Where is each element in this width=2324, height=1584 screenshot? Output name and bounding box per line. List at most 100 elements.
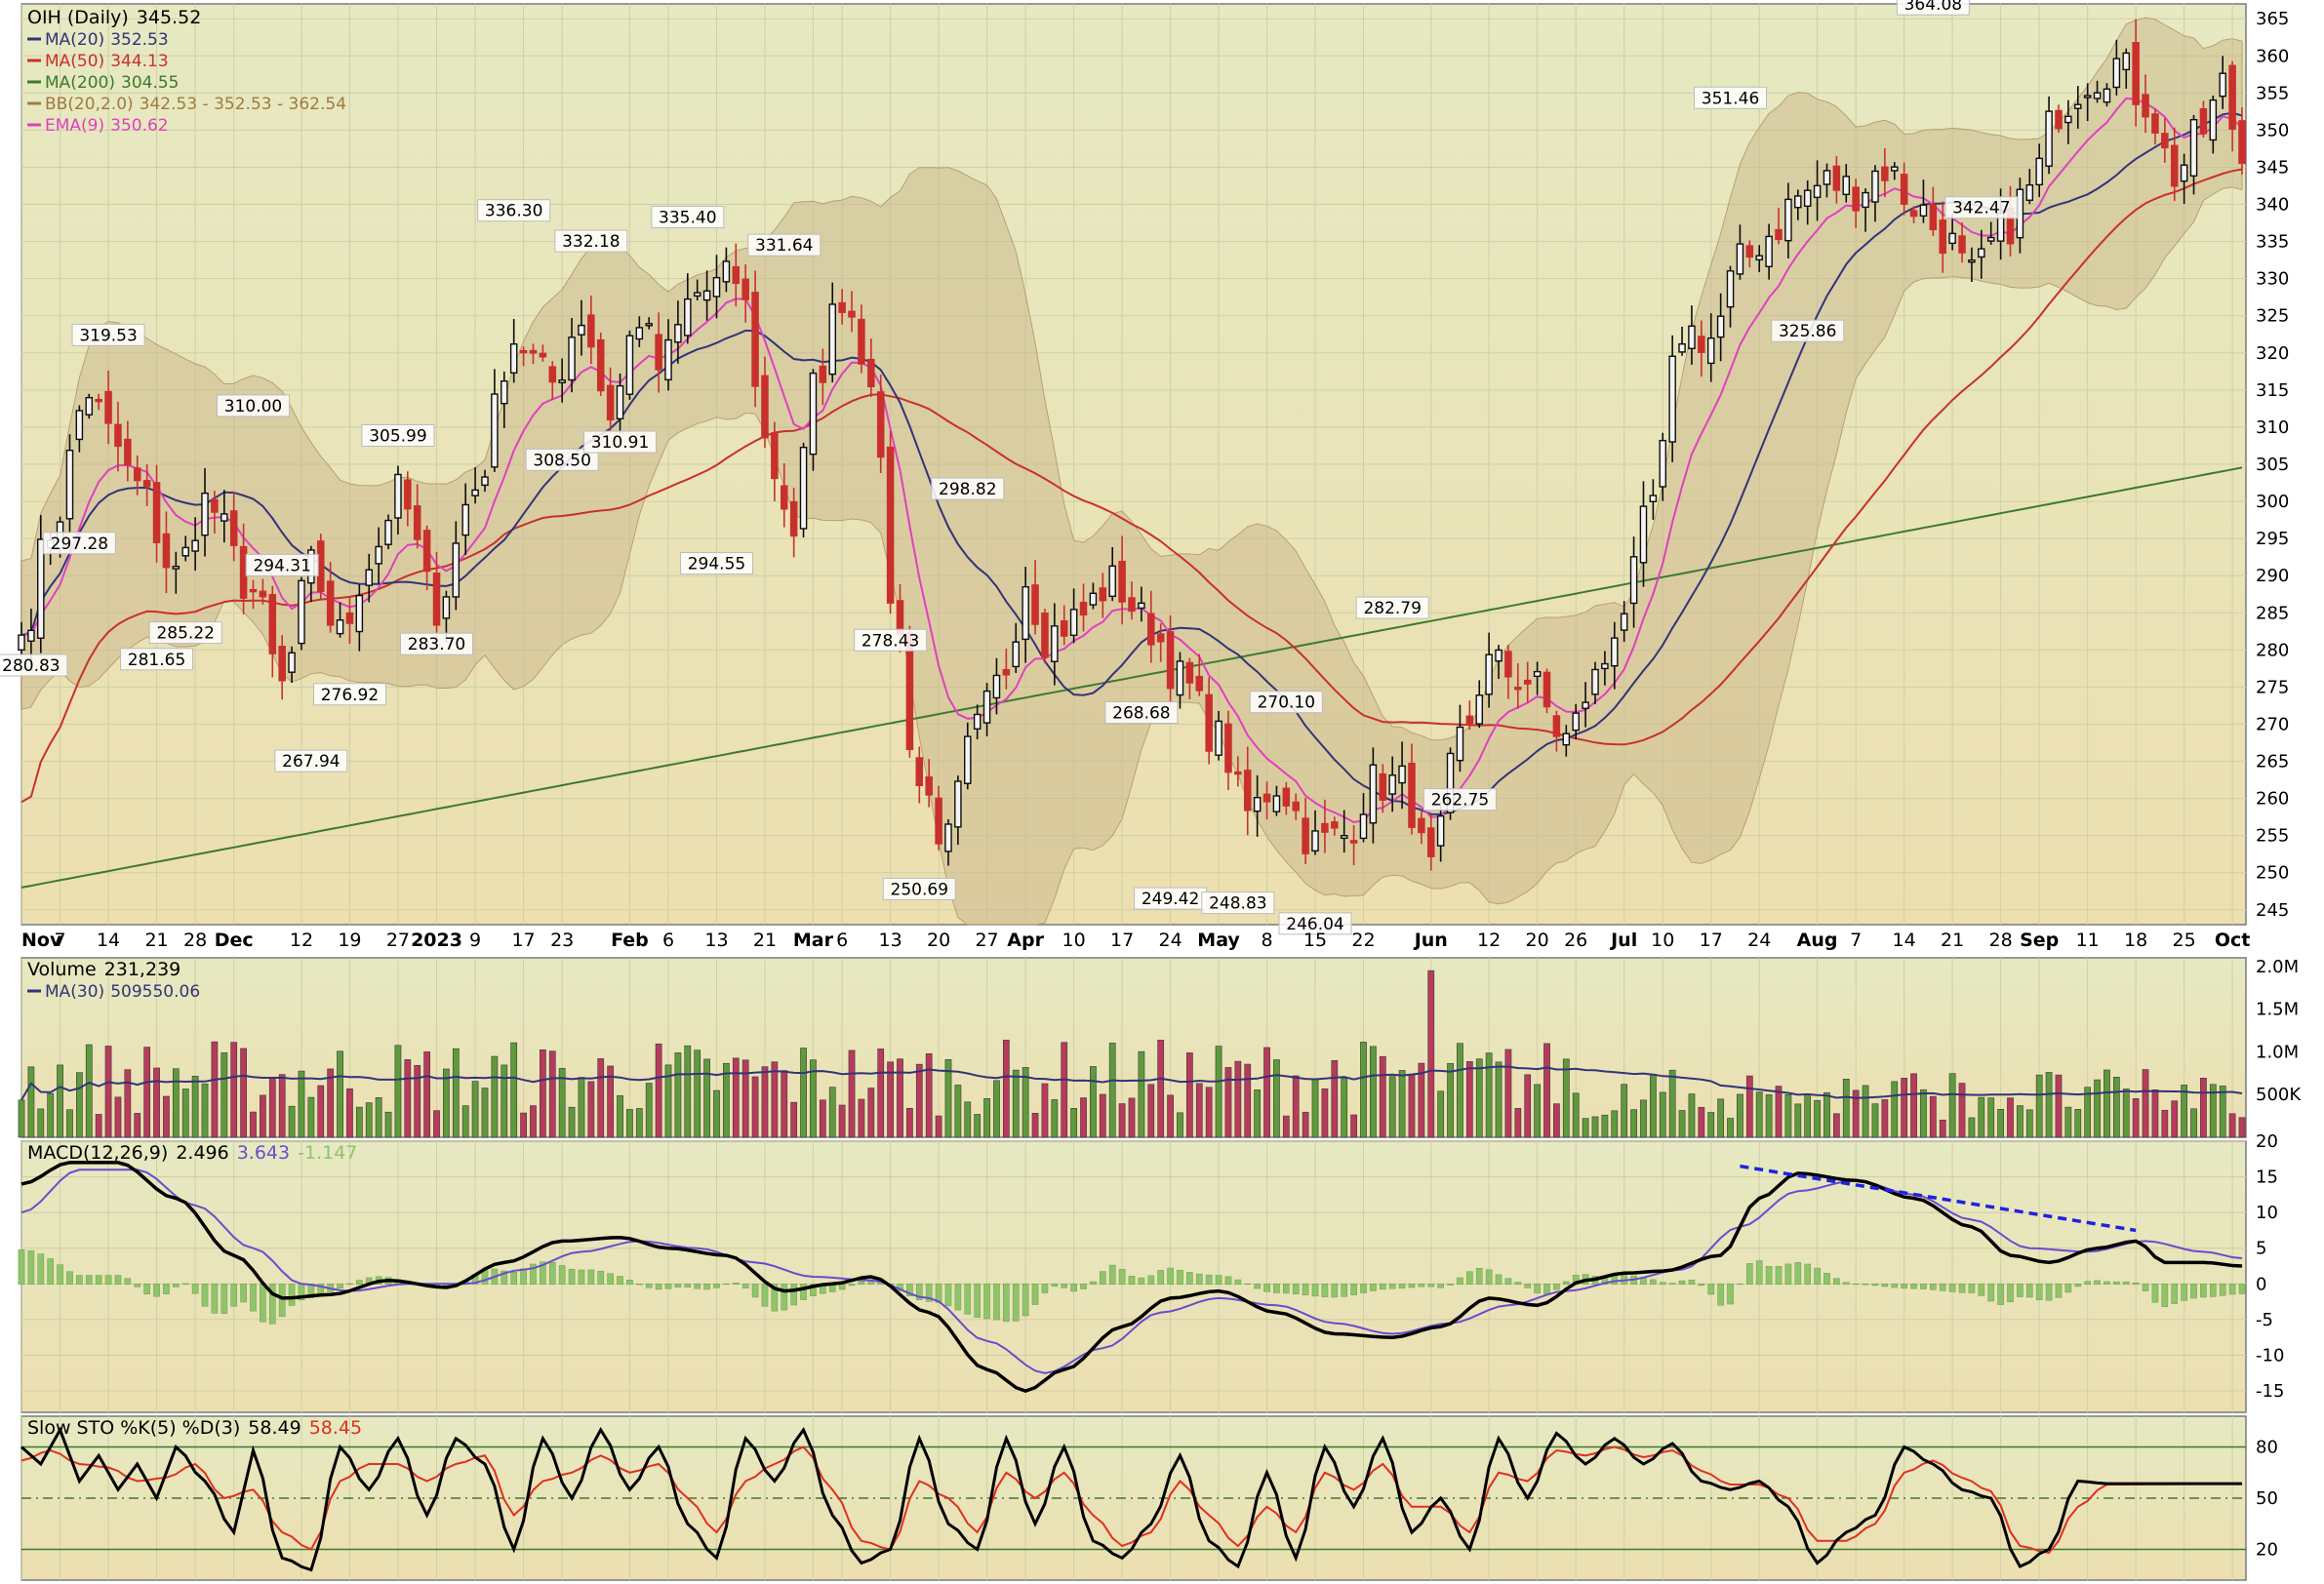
volume-bar <box>2238 1117 2246 1138</box>
candle <box>201 468 209 557</box>
volume-tick-label: 1.0M <box>2256 1042 2299 1062</box>
date-tick-label: 28 <box>183 930 207 951</box>
candle <box>1552 710 1561 752</box>
callout-box <box>42 532 116 555</box>
macd-hist-bar <box>18 1248 25 1286</box>
candle <box>1495 645 1503 680</box>
candle <box>365 553 374 603</box>
macd-hist-bar <box>268 1284 276 1325</box>
price-callout: 305.99 <box>361 423 435 447</box>
candle-body <box>1591 668 1599 695</box>
volume-bar <box>530 1105 537 1138</box>
candle-body <box>1022 585 1029 641</box>
macd-hist-bar <box>1727 1284 1734 1305</box>
candle <box>693 279 701 300</box>
callout-value: 310.00 <box>224 397 282 416</box>
candle-body <box>674 324 682 343</box>
candle-body <box>1620 613 1628 631</box>
price-tick-label: 285 <box>2256 603 2289 623</box>
volume-bar <box>501 1064 508 1138</box>
candle <box>664 319 672 391</box>
candle-body <box>1465 715 1474 725</box>
legend-value: 342.53 - 352.53 - 362.54 <box>140 95 346 114</box>
price-callout: 268.68 <box>1104 701 1179 725</box>
candle-body <box>982 690 991 724</box>
macd-hist-bar <box>790 1284 797 1306</box>
macd-hist-bar <box>501 1270 508 1286</box>
candle <box>1379 764 1387 813</box>
volume-bar <box>828 1087 836 1138</box>
macd-tick-label: 15 <box>2256 1168 2278 1188</box>
price-axis: 245 250 255 260 265 270 275 280 285 290 295 300 305 3… <box>2256 9 2289 921</box>
macd-hist-bar <box>1755 1260 1763 1286</box>
candle-body <box>519 349 528 354</box>
candle-body <box>799 447 808 530</box>
macd-hist-bar <box>723 1284 730 1286</box>
candle <box>935 785 942 851</box>
candle <box>1108 546 1116 602</box>
date-tick-label: May <box>1197 930 1240 951</box>
date-tick-label: 20 <box>1526 930 1549 951</box>
candle-body <box>771 432 779 480</box>
price-tick-label: 330 <box>2256 269 2289 290</box>
volume-bar <box>645 1083 653 1138</box>
candle-body <box>259 590 267 598</box>
macd-hist-bar <box>1408 1284 1416 1288</box>
volume-bar <box>1910 1073 1917 1138</box>
price-callout: 276.92 <box>312 683 386 706</box>
price-tick-label: 345 <box>2256 157 2289 178</box>
volume-bar <box>452 1048 460 1138</box>
macd-hist-bar <box>211 1284 219 1314</box>
candle-body <box>2238 120 2246 165</box>
macd-tick-label: 0 <box>2256 1274 2266 1294</box>
volume-bar <box>1871 1103 1879 1138</box>
legend-value: 352.53 <box>110 30 168 50</box>
candle-body <box>37 538 45 639</box>
date-tick-label: 28 <box>1989 930 2013 951</box>
candle-body <box>2025 184 2034 201</box>
volume-bar <box>578 1077 585 1138</box>
candle <box>1823 163 1831 198</box>
macd-hist-bar <box>2200 1284 2207 1298</box>
volume-bar <box>2055 1074 2063 1138</box>
price-tick-label: 350 <box>2256 120 2289 140</box>
candle-body <box>2199 108 2208 135</box>
macd-hist-bar <box>2074 1284 2082 1287</box>
price-tick-label: 255 <box>2256 826 2289 847</box>
macd-hist-bar <box>1562 1281 1570 1286</box>
candle-body <box>1745 245 1754 258</box>
macd-hist-bar <box>1794 1262 1802 1286</box>
macd-hist-bar <box>114 1275 122 1286</box>
candle-body <box>1900 174 1908 205</box>
candle-body <box>2219 72 2226 98</box>
volume-bar <box>1611 1110 1619 1138</box>
volume-bar <box>897 1058 903 1138</box>
macd-hist-bar <box>1418 1284 1425 1287</box>
callout-value: 305.99 <box>369 426 426 446</box>
candle <box>982 683 991 736</box>
candle <box>2209 95 2218 154</box>
candle <box>509 319 518 383</box>
volume-bar <box>2132 1097 2140 1138</box>
candle <box>249 579 258 610</box>
volume-bar <box>732 1057 740 1138</box>
macd-hist-bar <box>1852 1284 1860 1286</box>
price-callout: 298.82 <box>931 477 1005 500</box>
candle <box>501 371 508 428</box>
candle-body <box>27 629 35 642</box>
candle <box>1716 293 1725 362</box>
candle-body <box>1688 325 1696 350</box>
volume-bar <box>230 1042 238 1138</box>
candle-body <box>751 292 759 387</box>
legend-label: MA(200) <box>45 73 115 93</box>
volume-bar <box>1398 1070 1406 1138</box>
volume-bar <box>394 1045 402 1138</box>
volume-bar <box>172 1068 180 1138</box>
candle-body <box>1775 228 1783 241</box>
date-tick-label: 7 <box>1850 930 1862 951</box>
candle <box>2132 19 2140 127</box>
candle-body <box>935 797 942 845</box>
candle <box>2228 60 2236 152</box>
macd-hist-bar <box>2045 1284 2053 1301</box>
macd-hist-bar <box>684 1284 692 1287</box>
